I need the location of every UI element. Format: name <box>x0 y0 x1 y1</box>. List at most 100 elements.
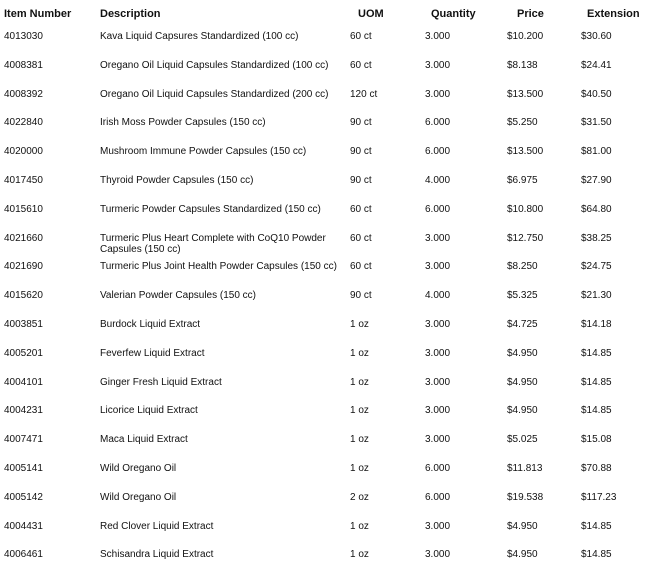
uom-cell: 1 oz <box>350 520 369 532</box>
table-row: 4021690 Turmeric Plus Joint Health Powder… <box>0 258 655 287</box>
quantity-cell: 3.000 <box>425 434 451 446</box>
description-cell: Turmeric Powder Capsules Standardized (1… <box>100 203 321 215</box>
uom-cell: 60 ct <box>350 261 372 273</box>
price-cell: $4.950 <box>507 347 538 359</box>
price-cell: $8.250 <box>507 261 538 273</box>
description-cell: Red Clover Liquid Extract <box>100 520 214 532</box>
table-body: 4013030 Kava Liquid Capsures Standardized… <box>0 28 655 575</box>
extension-cell: $14.85 <box>581 520 612 532</box>
price-cell: $12.750 <box>507 232 544 244</box>
uom-cell: 1 oz <box>350 318 369 330</box>
item-number-cell: 4007471 <box>4 434 43 446</box>
description-cell: Mushroom Immune Powder Capsules (150 cc) <box>100 146 307 158</box>
extension-cell: $14.85 <box>581 347 612 359</box>
extension-cell: $81.00 <box>581 146 612 158</box>
header-price: Price <box>517 8 544 20</box>
price-cell: $4.950 <box>507 549 538 561</box>
price-cell: $4.725 <box>507 318 538 330</box>
item-number-cell: 4015610 <box>4 203 43 215</box>
quantity-cell: 3.000 <box>425 549 451 561</box>
uom-cell: 60 ct <box>350 203 372 215</box>
description-cell: Oregano Oil Liquid Capsules Standardized… <box>100 59 329 71</box>
description-cell: Wild Oregano Oil <box>100 491 177 503</box>
header-description: Description <box>100 8 161 20</box>
extension-cell: $31.50 <box>581 117 612 129</box>
description-cell: Thyroid Powder Capsules (150 cc) <box>100 174 254 186</box>
extension-cell: $15.08 <box>581 434 612 446</box>
quantity-cell: 4.000 <box>425 174 451 186</box>
extension-cell: $24.41 <box>581 59 612 71</box>
table-row: 4015620 Valerian Powder Capsules (150 cc)… <box>0 287 655 316</box>
item-number-cell: 4013030 <box>4 31 43 42</box>
table-row: 4005141 Wild Oregano Oil 1 oz 6.000 $11.813 $… <box>0 460 655 489</box>
uom-cell: 1 oz <box>350 376 369 388</box>
quantity-cell: 3.000 <box>425 405 451 417</box>
item-number-cell: 4015620 <box>4 290 43 302</box>
quantity-cell: 3.000 <box>425 59 451 71</box>
extension-cell: $64.80 <box>581 203 612 215</box>
uom-cell: 60 ct <box>350 59 372 71</box>
table-row: 4004231 Licorice Liquid Extract 1 oz 3.000 $… <box>0 402 655 431</box>
extension-cell: $24.75 <box>581 261 612 273</box>
price-cell: $13.500 <box>507 146 544 158</box>
uom-cell: 1 oz <box>350 549 369 561</box>
quantity-cell: 6.000 <box>425 491 451 503</box>
item-number-cell: 4004231 <box>4 405 43 417</box>
uom-cell: 1 oz <box>350 405 369 417</box>
extension-cell: $14.85 <box>581 405 612 417</box>
uom-cell: 60 ct <box>350 31 372 42</box>
item-number-cell: 4017450 <box>4 174 43 186</box>
table-row: 4003851 Burdock Liquid Extract 1 oz 3.000 $4… <box>0 316 655 345</box>
extension-cell: $117.23 <box>581 491 617 503</box>
header-uom: UOM <box>358 8 384 20</box>
uom-cell: 1 oz <box>350 347 369 359</box>
extension-cell: $40.50 <box>581 88 612 100</box>
price-cell: $5.325 <box>507 290 538 302</box>
description-cell: Wild Oregano Oil <box>100 462 177 474</box>
price-cell: $5.250 <box>507 117 538 129</box>
extension-cell: $30.60 <box>581 31 612 42</box>
extension-cell: $14.18 <box>581 318 612 330</box>
header-quantity: Quantity <box>431 8 476 20</box>
header-row: Item Number Description UOM Quantity Pri… <box>0 0 655 28</box>
description-cell: Schisandra Liquid Extract <box>100 549 214 561</box>
description-cell: Burdock Liquid Extract <box>100 318 201 330</box>
quantity-cell: 4.000 <box>425 290 451 302</box>
header-extension: Extension <box>587 8 640 20</box>
description-cell: Kava Liquid Capsures Standardized (100 c… <box>100 31 299 42</box>
quantity-cell: 3.000 <box>425 347 451 359</box>
description-cell: Turmeric Plus Joint Health Powder Capsul… <box>100 261 337 273</box>
item-number-cell: 4006461 <box>4 549 43 561</box>
price-cell: $4.950 <box>507 405 538 417</box>
item-number-cell: 4004431 <box>4 520 43 532</box>
description-cell: Irish Moss Powder Capsules (150 cc) <box>100 117 266 129</box>
extension-cell: $14.85 <box>581 376 612 388</box>
uom-cell: 2 oz <box>350 491 369 503</box>
item-number-cell: 4004101 <box>4 376 43 388</box>
quantity-cell: 3.000 <box>425 88 451 100</box>
description-cell: Maca Liquid Extract <box>100 434 188 446</box>
quantity-cell: 3.000 <box>425 261 451 273</box>
table-row: 4021660 Turmeric Plus Heart Complete with… <box>0 230 655 259</box>
extension-cell: $27.90 <box>581 174 612 186</box>
price-cell: $10.800 <box>507 203 544 215</box>
uom-cell: 90 ct <box>350 146 372 158</box>
extension-cell: $70.88 <box>581 462 612 474</box>
table-row: 4005142 Wild Oregano Oil 2 oz 6.000 $19.538 $… <box>0 489 655 518</box>
table-row: 4015610 Turmeric Powder Capsules Standard… <box>0 201 655 230</box>
description-cell: Turmeric Plus Heart Complete with CoQ10 … <box>100 232 326 255</box>
uom-cell: 90 ct <box>350 174 372 186</box>
price-cell: $13.500 <box>507 88 544 100</box>
price-cell: $4.950 <box>507 376 538 388</box>
quantity-cell: 6.000 <box>425 146 451 158</box>
item-number-cell: 4022840 <box>4 117 43 129</box>
price-cell: $5.025 <box>507 434 538 446</box>
description-cell: Oregano Oil Liquid Capsules Standardized… <box>100 88 329 100</box>
price-cell: $8.138 <box>507 59 538 71</box>
extension-cell: $21.30 <box>581 290 612 302</box>
uom-cell: 60 ct <box>350 232 372 244</box>
description-cell: Valerian Powder Capsules (150 cc) <box>100 290 257 302</box>
item-number-cell: 4020000 <box>4 146 43 158</box>
uom-cell: 1 oz <box>350 434 369 446</box>
uom-cell: 1 oz <box>350 462 369 474</box>
